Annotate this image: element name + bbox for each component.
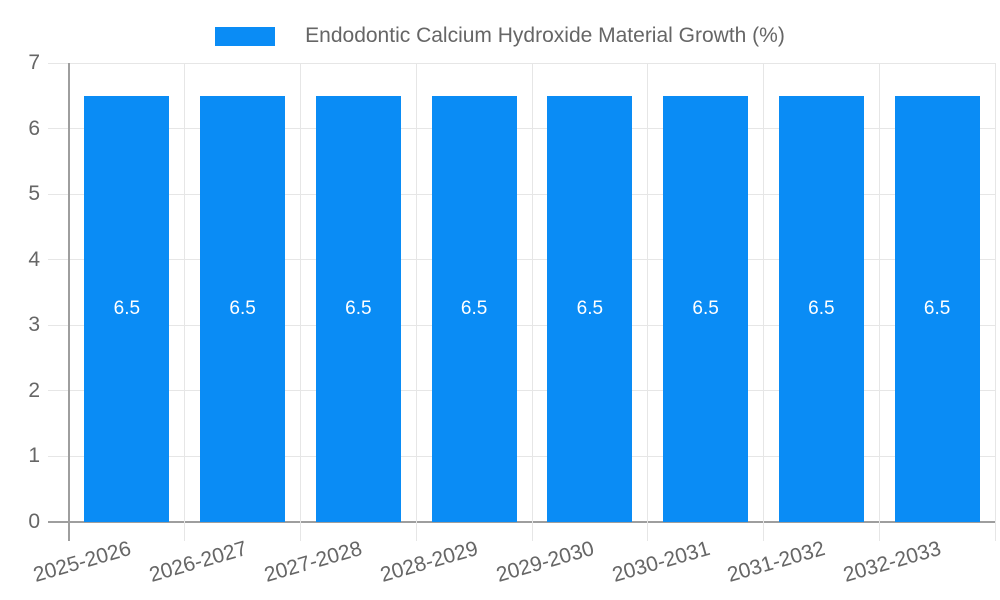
y-axis-tick-label: 7 [28,51,40,74]
y-axis-tick-label: 2 [28,378,40,402]
bar-2026-2027 [200,95,286,522]
x-gridline [415,63,417,541]
legend-swatch [215,26,276,46]
y-axis-tick-label: 1 [28,444,40,468]
bar-2031-2032 [778,95,864,522]
y-axis-tick-label: 4 [28,247,40,271]
y-gridline [48,128,995,130]
x-gridline [647,63,649,541]
y-gridline [48,521,995,523]
bar-value-label: 6.5 [576,297,604,319]
x-gridline [763,63,764,541]
bar-2028-2029 [431,95,517,522]
y-axis-tick-label: 6 [28,116,40,140]
bar-value-label: 6.5 [460,297,488,319]
bar-value-label: 6.5 [923,297,951,319]
y-gridline [48,259,995,261]
y-axis-tick-label: 3 [28,313,40,337]
x-gridline [184,63,186,541]
bar-2029-2030 [547,95,633,522]
x-gridline [878,63,880,541]
x-gridline [994,63,996,541]
bar-2030-2031 [663,95,749,522]
bar-value-label: 6.5 [808,297,835,319]
y-gridline [48,390,995,392]
y-gridline [48,455,995,457]
bar-value-label: 6.5 [113,297,141,319]
x-gridline [531,63,533,541]
legend-item[interactable]: Endodontic Calcium Hydroxide Material Gr… [0,24,1000,48]
bar-value-label: 6.5 [692,297,719,319]
y-gridline [48,193,995,195]
bar-2027-2028 [315,95,401,522]
bar-2032-2033 [894,95,980,522]
bar-value-label: 6.5 [229,297,256,319]
bar-2025-2026 [84,95,170,522]
y-gridline [48,62,995,64]
y-gridline [48,324,995,326]
x-gridline [68,63,70,541]
legend-label: Endodontic Calcium Hydroxide Material Gr… [305,24,785,47]
y-axis-tick-label: 5 [28,182,40,206]
bar-value-label: 6.5 [345,297,372,319]
x-gridline [300,63,301,541]
y-axis-tick-label: 0 [28,510,40,533]
